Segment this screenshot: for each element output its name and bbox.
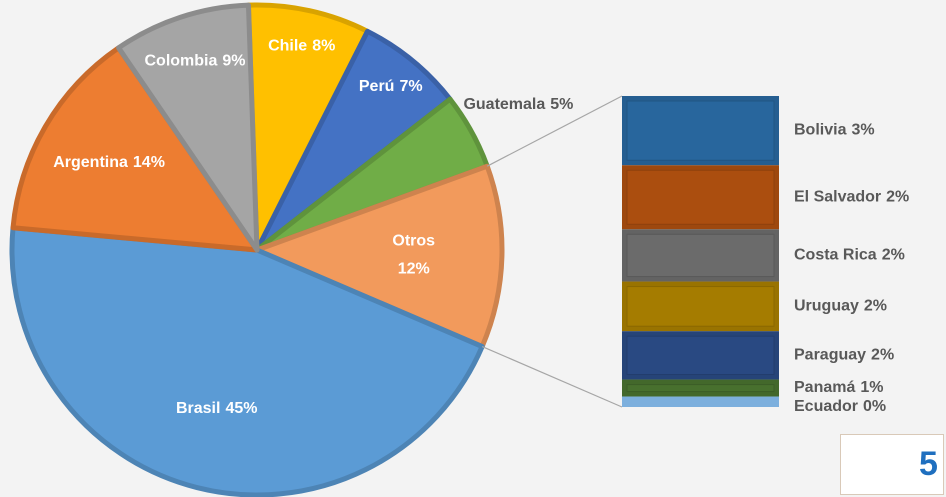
slice-label-value: 12% (398, 261, 430, 278)
connector-line (481, 345, 623, 408)
slice-label-value: 8% (312, 38, 335, 55)
slice-label: Chile 8% (268, 38, 335, 55)
slice-label-name: Chile (268, 38, 307, 55)
slice-label: Brasil 45% (176, 400, 258, 417)
connector-line (486, 95, 623, 167)
bar-label: El Salvador 2% (794, 188, 909, 205)
pie-slice (254, 163, 505, 350)
slice-label-value: 45% (225, 400, 257, 417)
pie-slice (10, 45, 260, 253)
pie-slice (116, 2, 260, 253)
bar-segment-inner (626, 384, 775, 393)
slice-label: Colombia 9% (145, 53, 246, 70)
slice-label-name: Guatemala (463, 96, 545, 113)
bar-label-value: 2% (871, 347, 894, 364)
slice-label: Perú 7% (359, 78, 423, 95)
bar-segment-inner (626, 100, 775, 161)
slice-label-value: 5% (550, 96, 573, 113)
bar-label: Panamá 1% (794, 379, 884, 396)
bar-label-value: 2% (882, 247, 905, 264)
bar-label-value: 2% (886, 188, 909, 205)
page-number: 5 (919, 445, 938, 483)
slice-label-name: Colombia (145, 53, 218, 70)
bar-label-value: 0% (863, 398, 886, 415)
bar-label-name: Bolivia (794, 122, 847, 139)
bar-segment-inner (626, 169, 775, 225)
pie-slice (9, 225, 485, 497)
slice-label-name: Brasil (176, 400, 220, 417)
slice-label: Otros 12% (392, 233, 435, 278)
slice-label-value: 7% (399, 78, 422, 95)
bar-segment-inner (626, 233, 775, 278)
bar-label: Uruguay 2% (794, 298, 887, 315)
bar-segment-inner (626, 335, 775, 376)
slice-label: Guatemala 5% (463, 96, 573, 113)
bar-label: Paraguay 2% (794, 347, 894, 364)
bar-label-value: 1% (860, 379, 883, 396)
bar-label: Costa Rica 2% (794, 247, 905, 264)
bar-label-name: Ecuador (794, 398, 858, 415)
bar-segment (622, 396, 779, 407)
slice-label-name: Argentina (53, 154, 128, 171)
slice-label: Argentina 14% (53, 154, 165, 171)
slice-label-value: 14% (133, 154, 165, 171)
bar-label-name: Costa Rica (794, 247, 877, 264)
slice-label-name: Otros (392, 233, 435, 250)
bar-label: Bolivia 3% (794, 122, 875, 139)
slice-label-value: 9% (222, 53, 245, 70)
page-number-box: 5 (840, 434, 944, 495)
slice-label-name: Perú (359, 78, 395, 95)
pie-slice (245, 2, 370, 253)
bar-label-name: Paraguay (794, 347, 866, 364)
bar-label-name: Panamá (794, 379, 855, 396)
bar-label-value: 2% (864, 298, 887, 315)
bar-label: Ecuador 0% (794, 398, 886, 415)
bar-label-value: 3% (851, 122, 874, 139)
bar-label-name: Uruguay (794, 298, 859, 315)
bar-label-name: El Salvador (794, 188, 881, 205)
bar-segment-inner (626, 286, 775, 327)
